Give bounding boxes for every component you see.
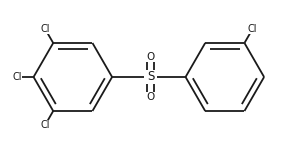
Text: O: O — [147, 52, 155, 62]
Text: Cl: Cl — [248, 24, 257, 34]
Text: S: S — [147, 71, 154, 83]
Text: O: O — [147, 92, 155, 102]
Text: Cl: Cl — [40, 24, 50, 34]
Text: Cl: Cl — [40, 120, 50, 130]
Text: Cl: Cl — [12, 72, 22, 82]
